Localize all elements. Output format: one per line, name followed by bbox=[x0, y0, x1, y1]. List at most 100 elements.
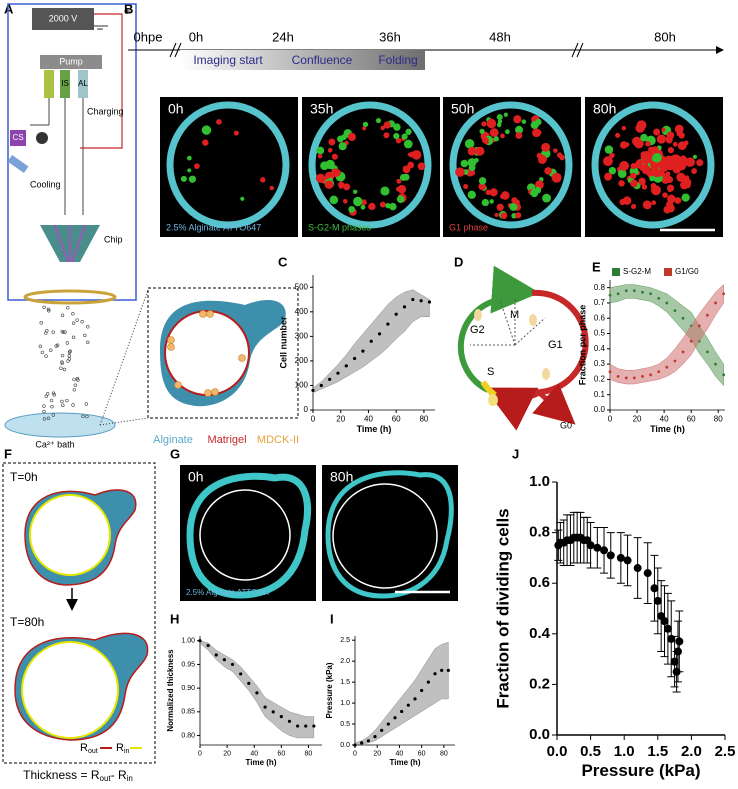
micrograph bbox=[160, 97, 298, 237]
droplet bbox=[42, 305, 46, 310]
cell-icon bbox=[542, 368, 550, 380]
point bbox=[255, 691, 259, 695]
point bbox=[287, 719, 292, 723]
y-tick-label: 0.1 bbox=[594, 390, 606, 399]
nucleus bbox=[649, 175, 655, 182]
syringe-label: IS bbox=[61, 79, 69, 88]
nucleus bbox=[515, 125, 524, 134]
nucleus bbox=[630, 163, 637, 170]
nucleus bbox=[619, 198, 626, 206]
nucleus bbox=[402, 165, 408, 171]
nucleus bbox=[683, 178, 692, 187]
legend-text: Matrigel bbox=[207, 434, 246, 446]
point bbox=[681, 350, 685, 354]
syringe bbox=[44, 70, 54, 98]
droplet bbox=[51, 413, 56, 417]
nucleus bbox=[362, 121, 369, 128]
nucleus bbox=[650, 167, 656, 173]
point bbox=[440, 668, 444, 672]
nucleus bbox=[338, 142, 347, 151]
droplet bbox=[46, 416, 51, 421]
nucleus bbox=[691, 168, 698, 174]
timeline-tick: 48h bbox=[489, 29, 511, 44]
droplet bbox=[73, 383, 78, 387]
droplet bbox=[47, 309, 51, 313]
panel-label: E bbox=[592, 259, 601, 274]
nucleus bbox=[604, 145, 614, 154]
nucleus bbox=[651, 200, 657, 206]
y-tick-label: 0.7 bbox=[594, 298, 606, 307]
droplet bbox=[60, 353, 65, 358]
point bbox=[670, 657, 679, 666]
nucleus bbox=[500, 212, 508, 219]
y-tick-label: 0.6 bbox=[594, 313, 606, 322]
x-tick-label: 0.0 bbox=[547, 743, 568, 760]
y-tick-label: 0 bbox=[304, 405, 309, 414]
droplet bbox=[51, 391, 56, 395]
x-tick-label: 80 bbox=[305, 750, 313, 757]
nucleus bbox=[665, 136, 673, 144]
channel: 2.5% Alginate ATTO647 bbox=[186, 588, 271, 597]
point bbox=[222, 658, 226, 662]
droplet bbox=[49, 398, 54, 403]
nucleus bbox=[201, 125, 212, 135]
syringe bbox=[60, 70, 70, 98]
nucleus bbox=[399, 173, 407, 181]
point bbox=[198, 639, 202, 643]
x-tick-label: 2.5 bbox=[715, 743, 736, 760]
nucleus bbox=[692, 154, 697, 159]
droplet bbox=[66, 306, 70, 310]
nucleus bbox=[478, 182, 486, 191]
point bbox=[263, 705, 267, 709]
point bbox=[214, 653, 218, 657]
point bbox=[697, 324, 701, 328]
nucleus bbox=[393, 123, 401, 131]
point bbox=[633, 564, 642, 573]
point bbox=[714, 301, 717, 305]
phase-label: M bbox=[510, 309, 519, 321]
point bbox=[657, 296, 661, 300]
nucleus bbox=[352, 189, 358, 194]
droplet bbox=[62, 367, 67, 372]
nucleus bbox=[343, 199, 348, 204]
nucleus bbox=[672, 141, 678, 147]
nucleus bbox=[609, 152, 615, 159]
nucleus bbox=[460, 159, 469, 168]
tube bbox=[30, 98, 84, 215]
nucleus bbox=[486, 118, 497, 129]
nucleus bbox=[353, 196, 363, 207]
y-tick-label: 0.85 bbox=[181, 709, 195, 716]
point bbox=[386, 322, 390, 326]
band bbox=[199, 640, 315, 739]
nucleus bbox=[630, 172, 637, 180]
point bbox=[722, 373, 726, 377]
point bbox=[279, 714, 283, 719]
nucleus bbox=[489, 128, 499, 137]
nucleus bbox=[615, 132, 621, 138]
nucleus bbox=[417, 162, 426, 171]
nucleus bbox=[324, 180, 334, 189]
droplet bbox=[44, 354, 48, 358]
nucleus bbox=[651, 146, 659, 154]
cooler bbox=[7, 154, 29, 174]
text-span: R bbox=[116, 742, 124, 754]
point bbox=[641, 290, 644, 294]
band bbox=[354, 641, 449, 746]
text-span: R bbox=[80, 742, 88, 754]
nucleus bbox=[640, 133, 648, 142]
bath bbox=[4, 412, 116, 438]
nucleus bbox=[489, 188, 498, 197]
point bbox=[380, 728, 384, 732]
nucleus bbox=[500, 191, 510, 200]
x-tick-label: 40 bbox=[396, 750, 404, 757]
nucleus bbox=[696, 159, 704, 167]
legend-text: Rin bbox=[116, 742, 130, 755]
point bbox=[675, 637, 684, 646]
nucleus bbox=[640, 152, 650, 161]
minus: − bbox=[96, 22, 103, 36]
nucleus bbox=[481, 198, 490, 207]
x-tick-label: 40 bbox=[250, 750, 258, 757]
nucleus bbox=[468, 164, 476, 172]
x-tick-label: 20 bbox=[633, 415, 642, 424]
droplet bbox=[40, 350, 45, 355]
